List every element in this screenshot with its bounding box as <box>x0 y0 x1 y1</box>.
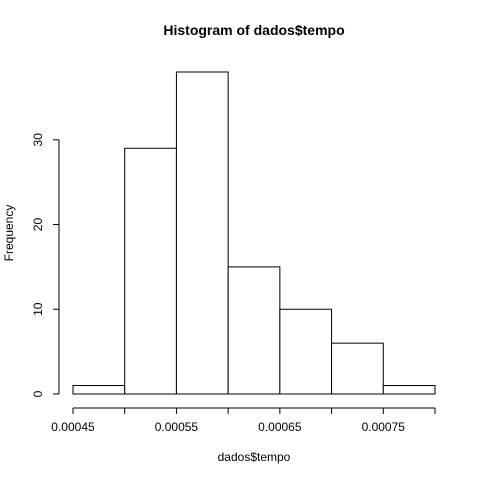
histogram-bar <box>175 71 229 395</box>
y-axis-label: Frequency <box>2 205 16 262</box>
y-tick-label: 0 <box>31 390 45 397</box>
histogram-bar <box>382 385 436 395</box>
x-tick-label: 0.00045 <box>51 420 95 434</box>
histogram-bars <box>72 71 436 395</box>
y-tick-label: 30 <box>31 133 45 147</box>
x-axis-label: dados$tempo <box>218 450 291 464</box>
x-tick-label: 0.00075 <box>362 420 406 434</box>
x-tick-label: 0.00065 <box>258 420 302 434</box>
histogram-bar <box>279 308 333 395</box>
chart-title: Histogram of dados$tempo <box>163 22 344 38</box>
x-tick-label: 0.00055 <box>155 420 199 434</box>
y-tick-label: 20 <box>31 218 45 232</box>
histogram-bar <box>72 385 126 395</box>
y-axis: 0 10 20 30 <box>31 133 60 397</box>
x-axis: 0.00045 0.00055 0.00065 0.00075 <box>51 407 436 434</box>
y-tick-label: 10 <box>31 302 45 316</box>
histogram-bar <box>227 266 281 395</box>
histogram-bar <box>331 342 384 395</box>
histogram-bar <box>124 147 177 395</box>
